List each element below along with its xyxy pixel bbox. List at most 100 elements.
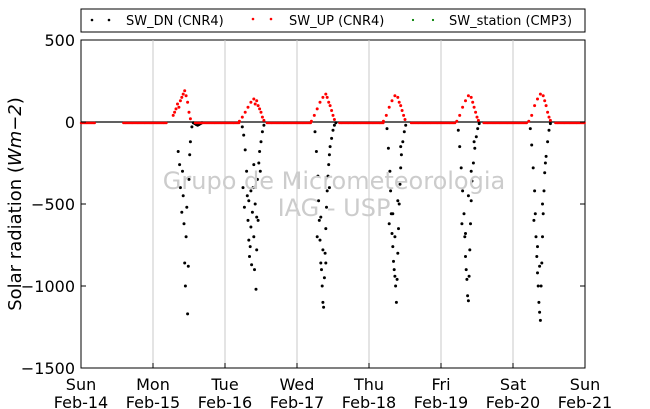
data-point: [243, 148, 247, 152]
data-point: [245, 194, 249, 198]
data-point: [464, 232, 467, 235]
data-point: [393, 274, 397, 278]
data-point: [465, 277, 469, 281]
data-point: [241, 186, 245, 190]
grid-lines: [152, 40, 514, 368]
data-point: [476, 118, 480, 122]
data-point: [462, 212, 466, 216]
data-point: [240, 125, 244, 129]
data-point: [392, 268, 396, 272]
data-point: [536, 284, 540, 288]
data-point: [459, 166, 463, 170]
data-point: [242, 133, 246, 137]
data-point: [188, 140, 192, 144]
x-tick-label-date: Feb-14: [54, 393, 108, 409]
data-point: [543, 171, 547, 175]
data-point: [404, 123, 408, 127]
data-point: [527, 119, 531, 123]
data-point: [320, 284, 324, 288]
data-point: [396, 251, 400, 255]
y-tick-label: −1500: [21, 359, 75, 378]
data-point: [534, 235, 538, 239]
legend-marker-sw-station-2: [431, 18, 435, 22]
data-point: [456, 128, 460, 132]
data-point: [458, 113, 462, 117]
x-tick-label-date: Feb-17: [270, 393, 324, 409]
data-point: [181, 92, 185, 96]
data-point: [547, 128, 551, 132]
data-point: [190, 125, 194, 129]
data-point: [331, 128, 335, 132]
data-point: [176, 102, 179, 106]
data-point: [401, 140, 405, 144]
data-point: [316, 174, 320, 178]
data-point: [536, 245, 539, 249]
data-point: [252, 97, 256, 101]
data-point: [541, 212, 545, 216]
data-point: [328, 104, 332, 108]
data-point: [530, 113, 534, 117]
data-point: [255, 99, 259, 103]
y-axis-label-close: ): [5, 97, 26, 104]
data-point: [530, 143, 534, 147]
data-point: [324, 227, 328, 231]
y-tick-label: 0: [65, 113, 75, 132]
data-point: [544, 154, 548, 158]
data-point: [318, 100, 322, 104]
data-point: [396, 199, 400, 203]
data-point: [252, 163, 256, 167]
data-point: [324, 92, 328, 96]
data-point: [466, 299, 470, 303]
data-point: [247, 199, 251, 203]
data-point: [470, 179, 474, 183]
data-point: [325, 205, 328, 209]
data-point: [533, 104, 537, 108]
watermark-line-2: IAG - USP: [278, 194, 391, 222]
data-point: [317, 218, 321, 222]
data-point: [540, 261, 544, 265]
data-point: [253, 102, 257, 106]
data-point: [543, 99, 547, 103]
legend-marker-sw-up-1: [251, 17, 255, 21]
data-point: [174, 107, 178, 111]
x-tick-label-day: Mon: [136, 375, 170, 394]
legend-entry-sw-dn: SW_DN (CNR4): [90, 14, 224, 29]
data-point: [260, 130, 264, 134]
data-point: [184, 94, 188, 98]
data-point: [476, 127, 480, 131]
data-point: [453, 121, 457, 125]
data-point: [334, 121, 338, 125]
legend-label-sw-dn: SW_DN (CNR4): [126, 14, 224, 29]
data-point: [399, 153, 403, 157]
data-point: [544, 104, 548, 108]
data-point: [477, 122, 481, 126]
data-point: [528, 127, 532, 131]
series-0: [176, 121, 552, 322]
data-point: [466, 94, 470, 98]
data-point: [330, 109, 334, 112]
watermark-line-1: Grupo de Micrometeorologia: [163, 167, 505, 195]
legend-label-sw-station: SW_station (CMP3): [449, 14, 572, 29]
data-point: [317, 199, 321, 203]
data-point: [403, 118, 407, 121]
data-point: [249, 189, 253, 193]
data-point: [460, 222, 464, 226]
data-point: [315, 235, 319, 239]
data-point: [547, 115, 551, 119]
data-point: [181, 194, 185, 198]
data-point: [400, 109, 404, 112]
data-point: [471, 161, 475, 165]
data-point: [539, 284, 543, 288]
data-point: [399, 166, 403, 170]
data-point: [468, 248, 472, 252]
data-point: [394, 300, 398, 304]
data-point: [319, 261, 323, 265]
data-point: [548, 122, 552, 126]
data-point: [541, 94, 545, 98]
data-point: [389, 189, 393, 193]
data-point: [542, 189, 546, 193]
data-point: [543, 161, 547, 165]
data-point: [182, 222, 186, 226]
data-point: [322, 276, 326, 280]
